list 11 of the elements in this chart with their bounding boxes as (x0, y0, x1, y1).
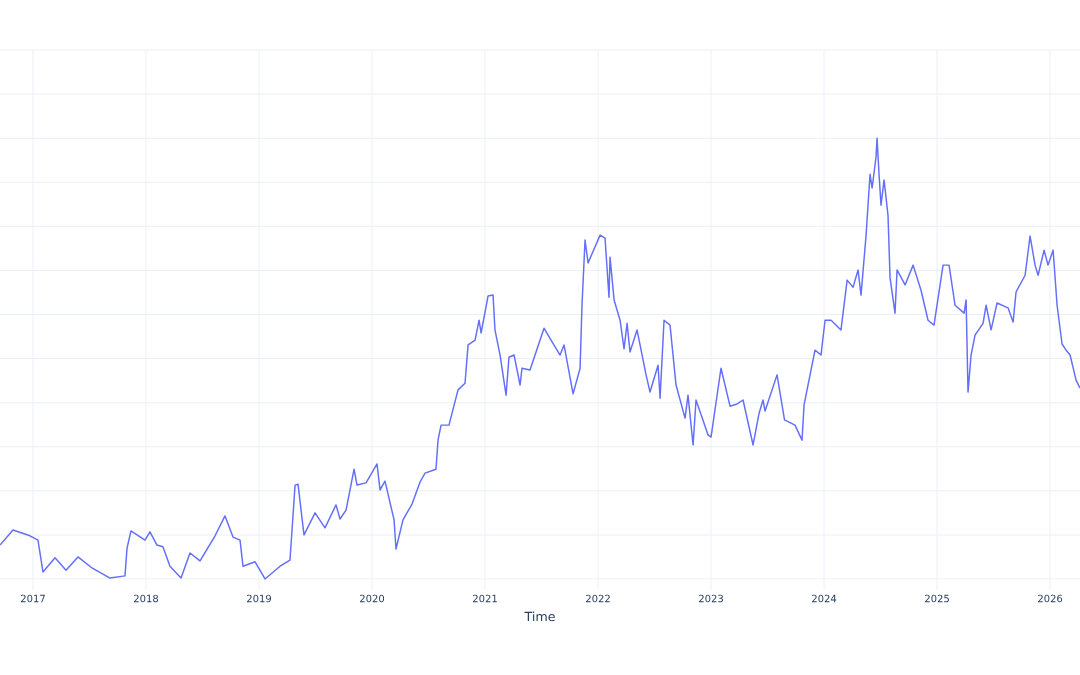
x-axis-title: Time (524, 611, 555, 622)
x-tick-label: 2023 (699, 594, 723, 603)
x-tick-label: 2025 (925, 594, 949, 603)
x-tick-label: 2021 (473, 594, 497, 603)
x-tick-label: 2018 (134, 594, 159, 603)
x-tick-label: 2017 (21, 594, 45, 603)
x-tick-label: 2022 (586, 594, 610, 603)
x-tick-label: 2019 (247, 594, 272, 603)
x-tick-label: 2024 (812, 594, 837, 603)
x-tick-label: 2020 (360, 594, 385, 603)
x-tick-label: 2026 (1038, 594, 1063, 603)
